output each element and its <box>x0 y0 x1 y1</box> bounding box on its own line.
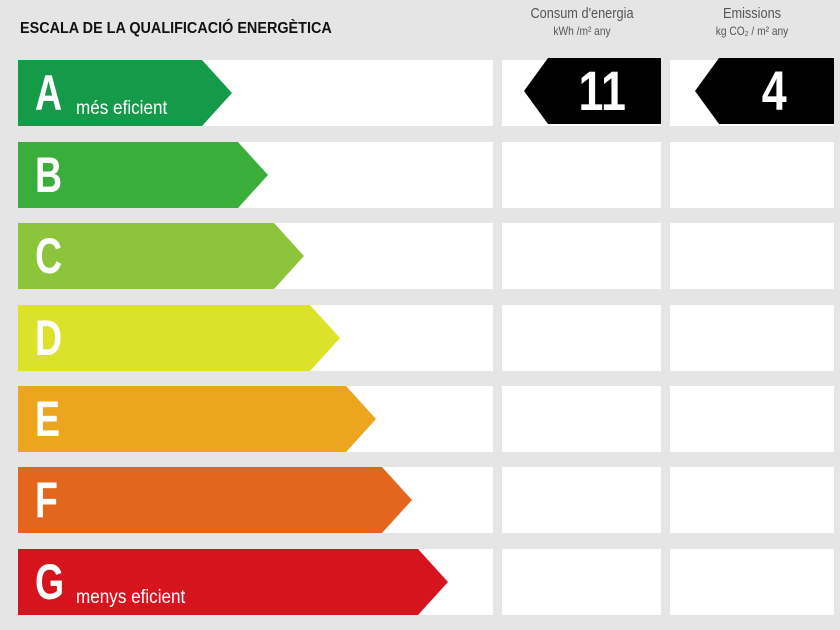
emissions-cell <box>670 142 834 208</box>
emissions-value-arrow: 4 <box>695 58 834 124</box>
emissions-label: Emissions <box>722 5 782 22</box>
consum-cell <box>502 142 661 208</box>
emissions-cell <box>670 223 834 289</box>
rating-arrow-e: E <box>18 386 376 452</box>
consum-cell <box>502 549 661 615</box>
emissions-cell <box>670 386 834 452</box>
rating-letter: C <box>35 228 63 284</box>
consum-unit: kWh /m² any <box>553 24 611 38</box>
emissions-cell <box>670 549 834 615</box>
label-title: ESCALA DE LA QUALIFICACIÓ ENERGÈTICA <box>20 20 332 37</box>
rating-letter: G <box>35 554 65 610</box>
consum-cell <box>502 223 661 289</box>
consum-label: Consum d'energia <box>530 5 634 22</box>
rating-description: més eficient <box>76 98 168 119</box>
emissions-header: Emissions kg CO₂ / m² any <box>682 5 821 38</box>
consum-value: 11 <box>578 59 626 122</box>
rating-letter: D <box>35 310 63 366</box>
consum-cell <box>502 386 661 452</box>
rating-arrow-b: B <box>18 142 268 208</box>
rating-letter: E <box>35 391 61 447</box>
rating-arrow-c: C <box>18 223 304 289</box>
consum-cell <box>502 467 661 533</box>
consum-cell <box>502 305 661 371</box>
rating-arrow-d: D <box>18 305 340 371</box>
emissions-cell <box>670 305 834 371</box>
rating-arrow-f: F <box>18 467 412 533</box>
rating-letter: F <box>35 472 58 528</box>
emissions-unit: kg CO₂ / m² any <box>715 24 789 38</box>
emissions-cell <box>670 467 834 533</box>
rating-description: menys eficient <box>76 587 186 608</box>
consum-header: Consum d'energia kWh /m² any <box>514 5 650 38</box>
consum-value-arrow: 11 <box>524 58 661 124</box>
rating-letter: B <box>35 147 63 203</box>
emissions-value: 4 <box>761 59 787 122</box>
rating-letter: A <box>35 65 63 121</box>
